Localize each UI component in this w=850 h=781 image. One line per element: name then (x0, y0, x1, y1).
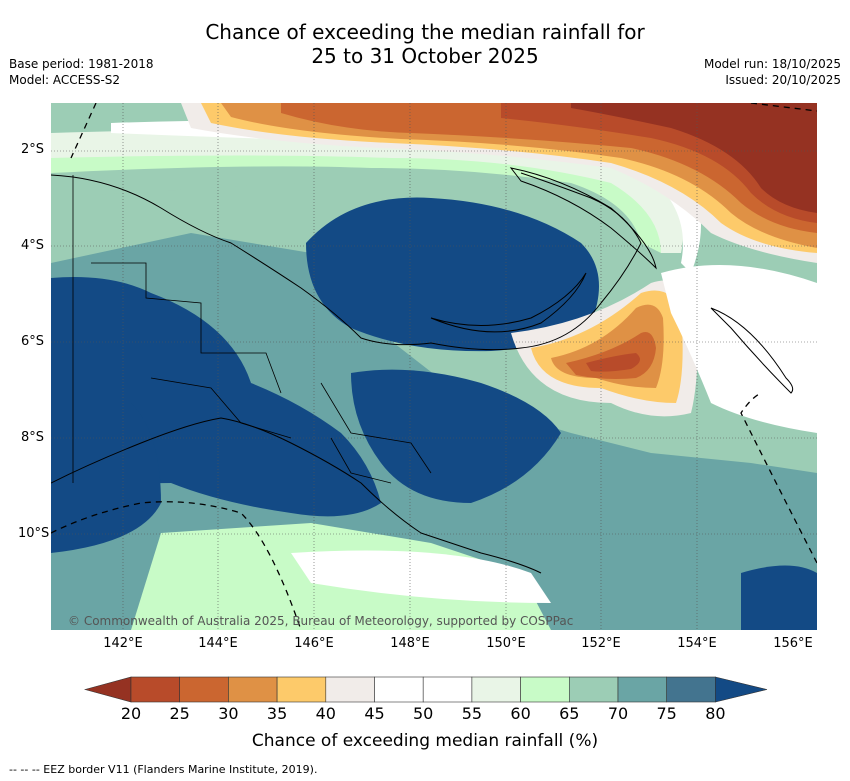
colorbar-cell (422, 676, 473, 703)
colorbar-arrow-low (84, 676, 132, 703)
province-borders (72, 175, 432, 484)
band-south-white (291, 550, 551, 603)
colorbar-title: Chance of exceeding median rainfall (%) (251, 731, 599, 751)
dry-east-25 (586, 353, 640, 372)
coastline-new-guinea (51, 172, 642, 574)
colorbar-label: 50 (413, 704, 434, 723)
colorbar-label: 60 (510, 704, 531, 723)
lon-tick-152e: 152°E (581, 636, 621, 651)
colorbar-label: 80 (705, 704, 726, 723)
chart-title-line-1: Chance of exceeding the median rainfall … (205, 20, 645, 44)
band-north-70 (51, 151, 644, 253)
band-north-60 (51, 130, 684, 253)
colorbar-cell (374, 676, 424, 703)
base-period: Base period: 1981-2018 (9, 57, 154, 71)
colorbar-label: 25 (169, 704, 190, 723)
lon-tick-146e: 146°E (294, 636, 334, 651)
colorbar-cell (130, 676, 181, 703)
core-central-85 (306, 197, 599, 352)
colorbar-cell (471, 676, 521, 703)
colorbar-cell (568, 676, 619, 703)
colorbar-cell (228, 676, 278, 703)
meta-left: Base period: 1981-2018 Model: ACCESS-S2 (9, 56, 154, 88)
coastline-new-britain (430, 272, 587, 333)
coastline-new-ireland (509, 167, 657, 270)
colorbar-cell (666, 676, 716, 703)
colorbar-label: 35 (266, 704, 288, 723)
lat-tick-8s: 8°S (20, 430, 44, 445)
core-south-central-85 (351, 369, 561, 503)
graticule (51, 103, 817, 630)
eez-border (51, 103, 817, 630)
colorbar-cell (520, 676, 570, 703)
chart-title-line-2: 25 to 31 October 2025 (311, 44, 539, 68)
model-run: Model run: 18/10/2025 (703, 57, 841, 71)
colorbar-cells (84, 676, 768, 703)
colorbar-label: 20 (120, 704, 142, 723)
rainfall-map (51, 103, 817, 630)
colorbar-label: 70 (607, 704, 629, 723)
coastline-bougainville (710, 307, 794, 394)
lon-tick-156e: 156°E (773, 636, 813, 651)
colorbar-label: 55 (461, 704, 483, 723)
lon-tick-154e: 154°E (677, 636, 717, 651)
east-edge-white (661, 265, 817, 433)
colorbar-label: 65 (559, 704, 580, 723)
colorbar-label: 45 (364, 704, 385, 723)
colorbar-cell (179, 676, 229, 703)
colorbar-arrow-high (715, 676, 768, 703)
core-southwest-85 (51, 403, 161, 553)
lon-tick-150e: 150°E (486, 636, 526, 651)
lat-tick-10s: 10°S (18, 526, 50, 541)
colorbar-label: 30 (218, 704, 239, 723)
lon-tick-142e: 142°E (103, 636, 143, 651)
lat-tick-6s: 6°S (20, 334, 44, 349)
issued-date: Issued: 20/10/2025 (725, 73, 841, 87)
core-southeast-85 (741, 565, 817, 630)
model-name: Model: ACCESS-S2 (9, 73, 121, 87)
lon-tick-148e: 148°E (390, 636, 430, 651)
colorbar-cell (617, 676, 668, 703)
colorbar-label: 40 (315, 704, 336, 723)
dry-north-20 (571, 103, 817, 213)
copyright-notice: © Commonwealth of Australia 2025, Bureau… (68, 614, 574, 628)
eez-legend-note: -- -- -- EEZ border V11 (Flanders Marine… (9, 763, 318, 776)
meta-right: Model run: 18/10/2025 Issued: 20/10/2025 (704, 56, 841, 88)
colorbar-cell (325, 676, 375, 703)
band-north-65 (51, 142, 664, 253)
lat-tick-4s: 4°S (20, 238, 44, 253)
colorbar (84, 676, 768, 703)
colorbar-label: 75 (656, 704, 677, 723)
lon-tick-144e: 144°E (198, 636, 238, 651)
lat-tick-2s: 2°S (20, 142, 44, 157)
colorbar-cell (276, 676, 327, 703)
